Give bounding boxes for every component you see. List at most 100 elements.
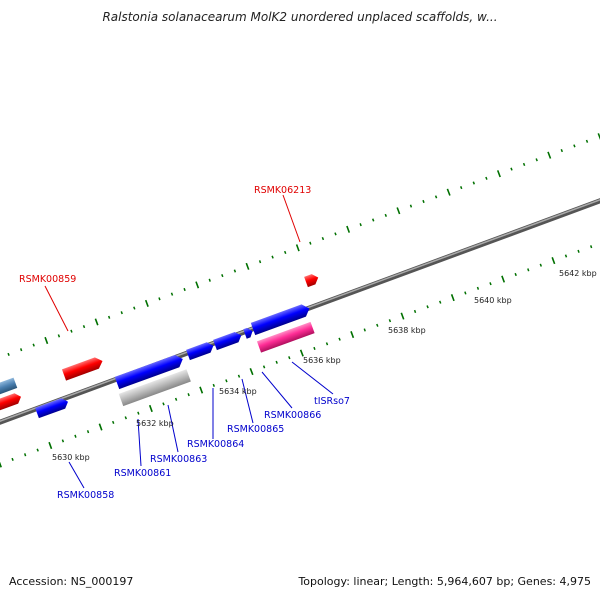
lower-minor-tick — [413, 309, 417, 314]
upper-minor-tick — [585, 139, 589, 143]
lower-minor-tick — [124, 416, 128, 420]
lower-major-tick — [400, 312, 405, 320]
upper-minor-tick — [208, 278, 211, 282]
upper-major-tick — [446, 188, 451, 196]
upper-major-tick — [496, 170, 501, 178]
upper-major-tick — [44, 336, 49, 345]
upper-minor-tick — [158, 297, 161, 301]
upper-minor-tick — [32, 343, 35, 347]
lower-minor-tick — [426, 305, 429, 309]
reverse-genes-track — [0, 272, 320, 414]
lower-major-tick — [48, 441, 53, 450]
upper-minor-tick — [359, 223, 362, 227]
accession-text: Accession: NS_000197 — [9, 575, 134, 588]
kbp-label-5630: 5630 kbp — [52, 453, 90, 462]
upper-major-tick — [245, 262, 250, 270]
mobile-element-tisrso7[interactable] — [256, 321, 315, 353]
upper-major-tick — [396, 207, 401, 215]
upper-minor-tick — [258, 260, 262, 264]
lower-major-tick — [98, 423, 103, 431]
upper-minor-tick — [372, 218, 375, 222]
gene-label-tisrso7[interactable]: tISRso7 — [314, 396, 350, 407]
lower-minor-tick — [539, 263, 542, 267]
lower-minor-tick — [162, 402, 165, 406]
upper-minor-tick — [283, 250, 287, 255]
lower-minor-tick — [376, 323, 379, 327]
lower-major-tick — [501, 275, 506, 283]
upper-minor-tick — [321, 236, 325, 241]
lower-minor-tick — [577, 249, 580, 253]
lower-minor-tick — [564, 254, 568, 258]
upper-minor-tick — [70, 329, 73, 333]
upper-minor-tick — [19, 348, 23, 352]
lower-minor-tick — [388, 319, 392, 323]
upper-minor-tick — [472, 181, 475, 185]
lower-major-tick — [299, 349, 304, 357]
upper-minor-tick — [384, 213, 387, 217]
upper-minor-tick — [7, 352, 10, 356]
lower-minor-tick — [464, 291, 467, 295]
lower-minor-tick — [187, 393, 190, 397]
kbp-label-5638: 5638 kbp — [388, 326, 426, 335]
lower-minor-tick — [225, 379, 228, 383]
upper-minor-tick — [271, 255, 274, 259]
gene-edge-steel[interactable] — [0, 377, 18, 398]
gene-rsmk00859-arrow[interactable] — [61, 355, 105, 381]
lower-minor-tick — [527, 268, 530, 272]
lower-minor-tick — [111, 420, 115, 424]
upper-major-tick — [346, 225, 351, 233]
gene-label-rsmk00866[interactable]: RSMK00866 — [264, 410, 321, 421]
lower-tick-track — [0, 245, 593, 468]
gene-label-rsmk00864[interactable]: RSMK00864 — [187, 439, 244, 450]
gene-rsmk00864-arrow[interactable] — [186, 341, 215, 361]
lower-minor-tick — [212, 383, 216, 387]
upper-minor-tick — [183, 287, 186, 292]
kbp-label-5632: 5632 kbp — [136, 419, 174, 428]
gene-label-rsmk00861[interactable]: RSMK00861 — [114, 468, 171, 479]
lower-minor-tick — [325, 342, 329, 346]
gene-rsmk06213-arrow[interactable] — [304, 272, 320, 288]
upper-minor-tick — [221, 274, 224, 278]
lower-minor-tick — [489, 282, 492, 286]
gene-rsmk00858-arrow[interactable] — [35, 397, 70, 419]
lower-minor-tick — [589, 245, 593, 249]
lower-minor-tick — [288, 356, 291, 360]
lower-minor-tick — [11, 457, 14, 461]
map-title: Ralstonia solanacearum MolK2 unordered u… — [102, 10, 498, 24]
upper-minor-tick — [82, 325, 86, 329]
upper-minor-tick — [422, 199, 425, 204]
gene-rsmk00861-arrow[interactable] — [114, 353, 185, 390]
kbp-label-5634: 5634 kbp — [219, 387, 257, 396]
gene-rsmk00863-pseudo[interactable] — [118, 369, 191, 407]
forward-genes-track — [35, 302, 315, 419]
lower-minor-tick — [514, 272, 517, 277]
lower-minor-tick — [275, 360, 278, 364]
gene-rsmk00865-arrow[interactable] — [213, 330, 243, 351]
upper-major-tick — [547, 151, 552, 159]
lower-major-tick — [249, 368, 254, 376]
upper-major-tick — [195, 281, 200, 289]
upper-minor-tick — [334, 232, 337, 236]
gene-label-rsmk00859[interactable]: RSMK00859 — [19, 274, 76, 285]
gene-label-rsmk06213[interactable]: RSMK06213 — [254, 185, 311, 196]
gene-label-rsmk00858[interactable]: RSMK00858 — [57, 490, 114, 501]
upper-minor-tick — [107, 315, 111, 319]
upper-minor-tick — [309, 241, 312, 245]
lower-minor-tick — [86, 430, 90, 434]
gene-rsmk00866-arrow[interactable] — [250, 302, 312, 336]
upper-major-tick — [94, 318, 99, 326]
gene-edge-red[interactable] — [0, 392, 23, 414]
gene-small-arrow[interactable] — [243, 327, 254, 339]
lower-major-tick — [0, 461, 2, 468]
upper-minor-tick — [535, 158, 538, 162]
upper-minor-tick — [460, 186, 463, 190]
upper-minor-tick — [170, 292, 174, 296]
lower-minor-tick — [237, 374, 241, 378]
gene-label-rsmk00863[interactable]: RSMK00863 — [150, 454, 207, 465]
lower-minor-tick — [23, 453, 27, 457]
upper-minor-tick — [560, 148, 564, 153]
gene-label-rsmk00865[interactable]: RSMK00865 — [227, 424, 284, 435]
lower-minor-tick — [61, 439, 65, 443]
upper-minor-tick — [573, 144, 576, 148]
